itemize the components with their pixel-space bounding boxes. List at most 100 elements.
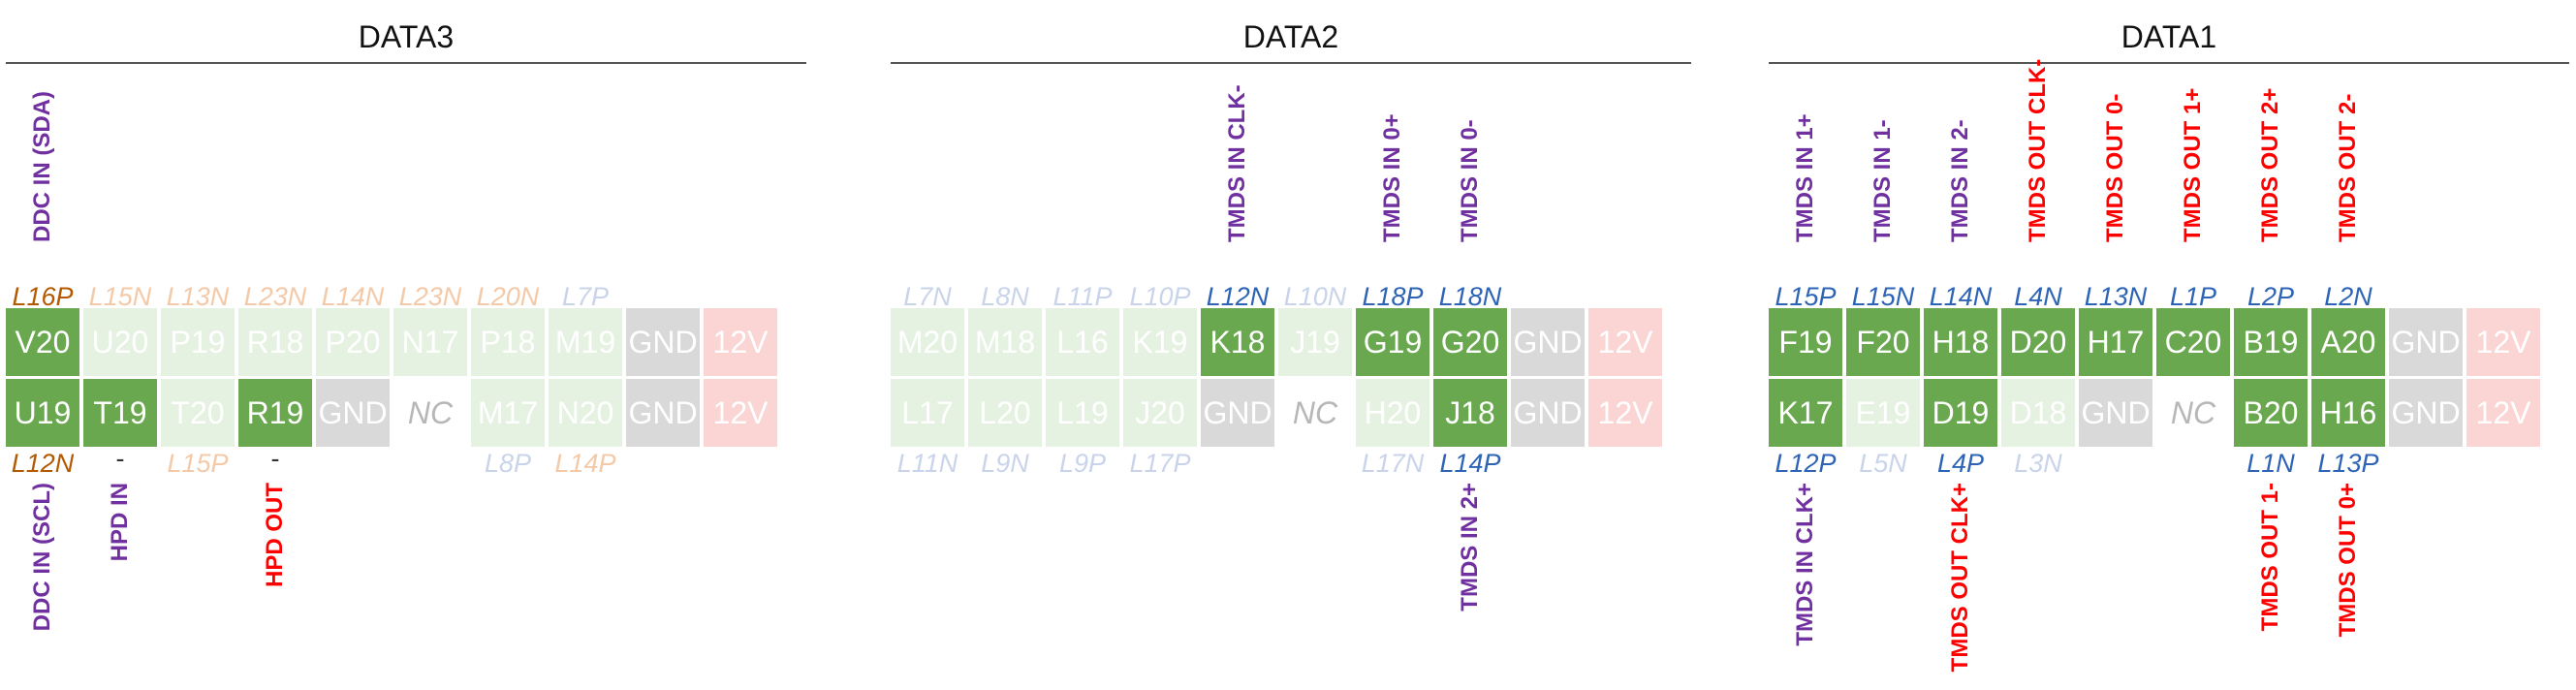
- signal-label-top: TMDS IN 1+: [1786, 0, 1825, 269]
- pin-cell: J19: [1278, 308, 1352, 376]
- pin-cell: M17: [471, 379, 545, 447]
- bank-label-top: L2P: [2246, 281, 2295, 311]
- bank-label-top: L23N: [398, 281, 462, 311]
- bank-label-top: L12N: [1206, 281, 1270, 311]
- panel-data3: DATA3 DDC IN (SDA) L16P L15N L13N L23N L14N L2…: [6, 0, 806, 690]
- bank-label-bottom: L17P: [1129, 448, 1191, 478]
- panel-title: DATA3: [358, 19, 455, 54]
- panel-title: DATA1: [2120, 19, 2217, 54]
- bank-label-top: L15P: [1775, 281, 1837, 311]
- signal-label-text: HPD IN: [107, 483, 133, 562]
- signal-label-text: TMDS OUT 2+: [2257, 87, 2283, 242]
- signal-label-top: TMDS IN 2-: [1941, 0, 1980, 269]
- bank-label-top: L4N: [2014, 281, 2062, 311]
- pin-cell: K18: [1201, 308, 1274, 376]
- pin-cell: GND: [1511, 379, 1585, 447]
- signal-label-text: DDC IN (SDA): [29, 91, 55, 242]
- signal-label-text: DDC IN (SCL): [29, 483, 55, 632]
- pin-row-2: U19 T19 T20 R19 GND NC M17 N20 GND 12V: [6, 379, 781, 449]
- panel-divider: [6, 62, 806, 64]
- pin-cell: M18: [968, 308, 1042, 376]
- pin-cell: R18: [238, 308, 312, 376]
- bank-label-top: L2N: [2324, 281, 2372, 311]
- pin-cell: D20: [2001, 308, 2075, 376]
- pin-cell: C20: [2156, 308, 2230, 376]
- signal-label-text: TMDS OUT 0+: [2335, 483, 2361, 638]
- pin-cell: B20: [2234, 379, 2308, 447]
- signal-label-text: TMDS IN 2-: [1947, 119, 1973, 242]
- pin-cell: GND: [2389, 379, 2463, 447]
- bank-label-bottom: L14P: [1439, 448, 1501, 478]
- pin-cell: U19: [6, 379, 79, 447]
- pin-cell: H17: [2079, 308, 2152, 376]
- pin-row-1: M20 M18 L16 K19 K18 J19 G19 G20 GND 12V: [891, 308, 1666, 378]
- bank-label-top: L16P: [12, 281, 74, 311]
- pin-cell: G20: [1433, 308, 1507, 376]
- bank-label-top: L18P: [1362, 281, 1424, 311]
- signal-label-bottom: DDC IN (SCL): [23, 483, 62, 686]
- signal-label-text: TMDS IN 1+: [1792, 113, 1818, 242]
- bank-label-bottom: L13P: [2317, 448, 2379, 478]
- pin-cell: M20: [891, 308, 964, 376]
- signal-label-bottom: TMDS IN CLK+: [1786, 483, 1825, 686]
- no-bank-dash: -: [115, 443, 125, 473]
- bank-label-top: L13N: [166, 281, 230, 311]
- signal-label-top: TMDS OUT 2-: [2329, 0, 2368, 269]
- pin-cell: GND: [2079, 379, 2152, 447]
- bank-label-bottom: L3N: [2014, 448, 2062, 478]
- pin-row-1: F19 F20 H18 D20 H17 C20 B19 A20 GND 12V: [1769, 308, 2544, 378]
- pin-cell: U20: [83, 308, 157, 376]
- pin-cell: G19: [1356, 308, 1429, 376]
- pin-cell: T19: [83, 379, 157, 447]
- pin-cell: K19: [1123, 308, 1197, 376]
- pin-cell: V20: [6, 308, 79, 376]
- bank-label-bottom: L1N: [2246, 448, 2295, 478]
- pin-cell: J18: [1433, 379, 1507, 447]
- signal-label-top: TMDS OUT 0-: [2096, 0, 2135, 269]
- signal-label-bottom: TMDS IN 2+: [1451, 483, 1490, 686]
- pin-cell: B19: [2234, 308, 2308, 376]
- bank-label-bottom: L5N: [1859, 448, 1907, 478]
- pin-cell: 12V: [1588, 308, 1662, 376]
- pin-cell: D19: [1924, 379, 1997, 447]
- signal-label-text: TMDS OUT CLK-: [2025, 58, 2051, 242]
- signal-label-top: TMDS IN 0+: [1373, 0, 1412, 269]
- signal-label-text: HPD OUT: [262, 483, 288, 587]
- pin-cell: GND: [626, 379, 700, 447]
- pin-cell: L20: [968, 379, 1042, 447]
- signal-label-top: TMDS OUT 2+: [2251, 0, 2290, 269]
- signal-label-bottom: TMDS OUT 0+: [2329, 483, 2368, 686]
- pin-row-2: L17 L20 L19 J20 GND NC H20 J18 GND 12V: [891, 379, 1666, 449]
- pin-cell: 12V: [2466, 308, 2540, 376]
- bank-label-bottom: L4P: [1936, 448, 1985, 478]
- panel-title: DATA2: [1242, 19, 1339, 54]
- signal-label-top: DDC IN (SDA): [23, 0, 62, 269]
- pin-cell: L17: [891, 379, 964, 447]
- bank-label-top: L10N: [1283, 281, 1347, 311]
- panel-divider: [891, 62, 1691, 64]
- pin-cell: L16: [1046, 308, 1119, 376]
- signal-label-text: TMDS IN 1-: [1869, 119, 1896, 242]
- signal-label-text: TMDS IN 0-: [1457, 119, 1483, 242]
- pin-cell: 12V: [704, 379, 777, 447]
- signal-label-bottom: HPD OUT: [256, 483, 295, 686]
- signal-label-text: TMDS IN CLK+: [1792, 483, 1818, 646]
- signal-label-top: TMDS IN 1-: [1864, 0, 1902, 269]
- pin-cell: 12V: [2466, 379, 2540, 447]
- signal-label-bottom: TMDS OUT CLK+: [1941, 483, 1980, 686]
- bank-label-top: L8N: [981, 281, 1029, 311]
- pin-cell: N20: [549, 379, 622, 447]
- bank-label-bottom: L15P: [167, 448, 229, 478]
- pin-cell: GND: [2389, 308, 2463, 376]
- signal-label-text: TMDS OUT 2-: [2335, 93, 2361, 242]
- panel-data2: DATA2 TMDS IN CLK- TMDS IN 0+ TMDS IN 0- L7…: [891, 0, 1691, 690]
- pin-cell: NC: [407, 394, 454, 430]
- bank-label-top: L1P: [2169, 281, 2217, 311]
- signal-label-top: TMDS OUT CLK-: [2019, 0, 2058, 269]
- bank-label-bottom: L17N: [1361, 448, 1425, 478]
- pin-cell: D18: [2001, 379, 2075, 447]
- bank-label-top: L15N: [88, 281, 152, 311]
- bank-label-top: L7P: [561, 281, 610, 311]
- signal-label-text: TMDS OUT 1+: [2180, 87, 2206, 242]
- pin-cell: GND: [316, 379, 390, 447]
